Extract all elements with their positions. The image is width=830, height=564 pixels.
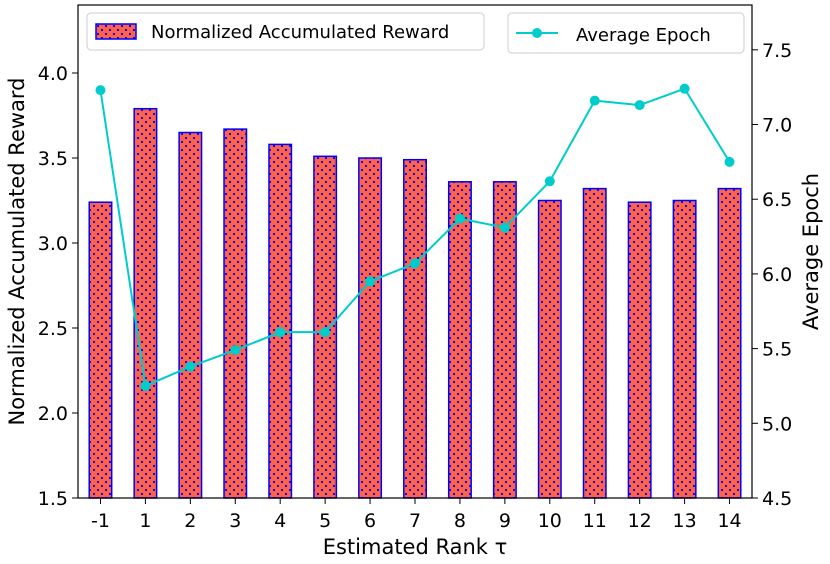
x-tick-label: 9 xyxy=(499,510,511,532)
right-tick-label: 5.0 xyxy=(762,413,792,435)
legend-reward-frame xyxy=(86,12,485,51)
x-tick-label: 3 xyxy=(229,510,241,532)
left-tick-label: 2.0 xyxy=(38,403,68,425)
legend-epoch: Average Epoch xyxy=(507,12,745,54)
legend-epoch-label: Average Epoch xyxy=(576,25,711,46)
x-axis-title: Estimated Rank τ xyxy=(323,535,508,559)
bar-5 xyxy=(313,155,338,499)
bar-3 xyxy=(223,128,248,499)
legend-epoch-marker xyxy=(532,28,542,38)
right-axis-title: Average Epoch xyxy=(799,173,823,330)
left-tick-label: 1.5 xyxy=(38,488,68,510)
legend-epoch-frame xyxy=(507,12,745,54)
bar-13 xyxy=(672,199,697,499)
left-axis-title: Normalized Accumulated Reward xyxy=(5,78,29,426)
bar-12 xyxy=(627,201,652,499)
left-tick-label: 4.0 xyxy=(38,63,68,85)
left-tick-label: 3.0 xyxy=(38,233,68,255)
bar-1 xyxy=(133,107,158,499)
right-axis-ticks: 4.5 5.0 5.5 6.0 6.5 7.0 7.5 xyxy=(752,40,792,510)
right-tick-label: 6.0 xyxy=(762,264,792,286)
x-axis-ticks: -1 1 2 3 4 5 6 7 8 9 10 11 12 13 14 xyxy=(91,498,742,532)
bars-layer xyxy=(88,107,742,499)
epoch-point-7 xyxy=(410,258,420,269)
epoch-point-1 xyxy=(140,380,151,391)
left-tick-label: 3.5 xyxy=(38,148,68,170)
left-tick-label: 2.5 xyxy=(38,318,68,340)
bar-6 xyxy=(358,157,383,499)
x-tick-label: 5 xyxy=(319,510,331,532)
epoch-point-3 xyxy=(230,345,241,356)
x-tick-label: 13 xyxy=(673,510,697,532)
epoch-point-13 xyxy=(679,83,690,94)
legend-reward-swatch xyxy=(95,23,137,40)
epoch-point-9 xyxy=(499,222,510,233)
x-tick-label: 14 xyxy=(717,510,741,532)
x-tick-label: 12 xyxy=(628,510,652,532)
right-tick-label: 5.5 xyxy=(762,339,792,361)
right-tick-label: 4.5 xyxy=(762,488,792,510)
epoch-point--1 xyxy=(95,85,106,96)
epoch-point-5 xyxy=(320,327,331,338)
x-tick-label: 1 xyxy=(139,510,151,532)
x-tick-label: 4 xyxy=(274,510,286,532)
epoch-point-2 xyxy=(185,361,196,372)
epoch-point-10 xyxy=(544,176,555,187)
x-tick-label: 8 xyxy=(454,510,466,532)
x-tick-label: 2 xyxy=(184,510,196,532)
right-tick-label: 7.5 xyxy=(762,40,792,62)
epoch-point-6 xyxy=(365,276,376,287)
epoch-point-8 xyxy=(454,213,465,224)
right-tick-label: 7.0 xyxy=(762,115,792,137)
bar-8 xyxy=(447,181,472,499)
legend-reward: Normalized Accumulated Reward xyxy=(86,12,485,51)
epoch-point-12 xyxy=(634,100,645,111)
bar-11 xyxy=(582,187,607,499)
left-axis-ticks: 1.5 2.0 2.5 3.0 3.5 4.0 xyxy=(38,63,78,510)
epoch-point-11 xyxy=(589,95,600,106)
x-tick-label: 7 xyxy=(409,510,421,532)
x-tick-label: 11 xyxy=(583,510,607,532)
right-tick-label: 6.5 xyxy=(762,189,792,211)
x-tick-label: 6 xyxy=(364,510,376,532)
x-tick-label: 10 xyxy=(538,510,562,532)
bar-2 xyxy=(178,131,203,499)
legend-reward-label: Normalized Accumulated Reward xyxy=(151,22,449,43)
bar-7 xyxy=(403,158,427,499)
bar-4 xyxy=(268,143,293,499)
bar-10 xyxy=(537,199,562,499)
line-layer xyxy=(95,83,735,391)
epoch-point-14 xyxy=(724,156,735,167)
x-tick-label: -1 xyxy=(91,510,110,532)
bar--1 xyxy=(88,201,113,499)
epoch-point-4 xyxy=(275,327,286,338)
bar-14 xyxy=(717,187,742,499)
